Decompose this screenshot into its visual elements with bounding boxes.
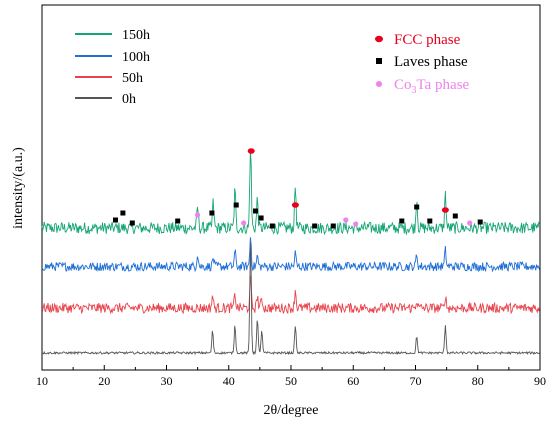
co3ta-marker xyxy=(195,212,201,218)
fcc-legend-label: FCC phase xyxy=(394,32,461,48)
laves-legend-label: Laves phase xyxy=(394,54,468,70)
x-tick-label: 70 xyxy=(410,374,422,388)
laves-marker xyxy=(129,220,135,226)
fcc-marker xyxy=(441,207,449,213)
laves-marker xyxy=(120,210,126,216)
x-tick-label: 10 xyxy=(36,374,48,388)
x-axis-title: 2θ/degree xyxy=(264,403,319,418)
co3ta-marker xyxy=(241,220,247,226)
x-tick-label: 60 xyxy=(347,374,359,388)
legend-label-150h: 150h xyxy=(122,28,150,43)
fcc-marker xyxy=(291,202,299,208)
phase-legend: FCC phase Laves phase Co3Ta phase xyxy=(375,32,470,96)
x-tick-label: 80 xyxy=(472,374,484,388)
co3ta-marker xyxy=(353,221,359,227)
series-legend: 150h 100h 50h 0h xyxy=(75,28,150,107)
laves-legend-square xyxy=(376,58,382,64)
laves-marker xyxy=(414,204,420,210)
laves-marker xyxy=(330,223,336,229)
phase-markers xyxy=(113,148,483,229)
co3ta-marker xyxy=(467,220,473,226)
series-line-50h xyxy=(41,275,540,315)
series-line-0h xyxy=(41,242,540,356)
legend-label-50h: 50h xyxy=(122,71,143,86)
laves-marker xyxy=(477,219,483,225)
laves-marker xyxy=(269,223,275,229)
x-tick-label: 40 xyxy=(223,374,235,388)
laves-marker xyxy=(452,213,458,219)
laves-marker xyxy=(399,218,405,224)
laves-marker xyxy=(253,208,258,214)
traces xyxy=(41,149,540,356)
x-ticks: 10 20 30 40 50 60 70 80 90 xyxy=(36,365,546,388)
x-tick-label: 50 xyxy=(285,374,297,388)
laves-marker xyxy=(312,223,318,229)
fcc-legend-dot xyxy=(375,35,383,43)
legend-label-100h: 100h xyxy=(122,50,150,65)
series-line-100h xyxy=(41,237,540,273)
x-tick-label: 90 xyxy=(534,374,546,388)
series-line-150h xyxy=(41,149,540,236)
legend-label-0h: 0h xyxy=(122,92,136,107)
y-axis-title: intensity/(a.u.) xyxy=(11,147,26,229)
co3ta-legend-label: Co3Ta phase xyxy=(394,77,470,96)
x-tick-label: 20 xyxy=(98,374,110,388)
x-tick-label: 30 xyxy=(161,374,173,388)
fcc-marker xyxy=(247,148,255,154)
co3ta-marker xyxy=(343,217,349,223)
laves-marker xyxy=(175,218,181,224)
laves-marker xyxy=(113,217,118,223)
laves-marker xyxy=(209,210,215,216)
laves-marker xyxy=(258,215,264,221)
co3ta-legend-dot xyxy=(376,81,382,87)
laves-marker xyxy=(427,218,433,224)
laves-marker xyxy=(233,202,239,208)
